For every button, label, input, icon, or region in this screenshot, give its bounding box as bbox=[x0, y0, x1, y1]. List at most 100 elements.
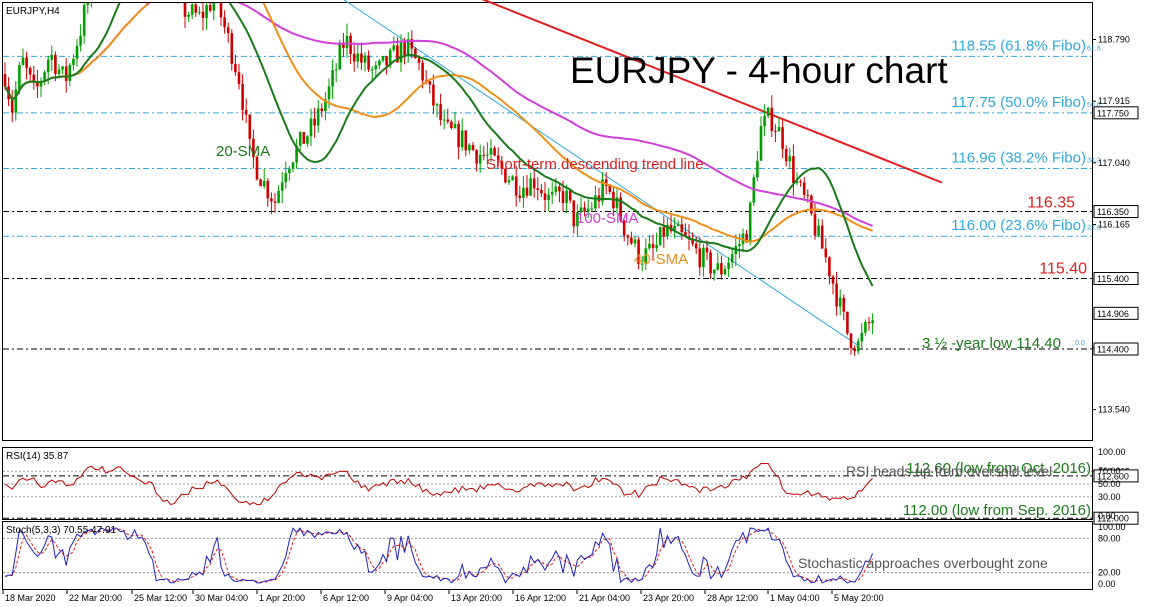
candle-body bbox=[237, 72, 241, 85]
descending-trend-line bbox=[481, 0, 943, 184]
candle-body bbox=[226, 27, 230, 34]
support-label: 112.60 (low from Oct. 2016) bbox=[906, 460, 1091, 477]
candle-body bbox=[763, 115, 766, 126]
candle-body bbox=[716, 263, 720, 270]
candle-body bbox=[324, 99, 327, 112]
candle-body bbox=[828, 257, 831, 277]
price-badge-label: 114.906 bbox=[1097, 309, 1129, 319]
candle-body bbox=[266, 180, 270, 199]
candle-body bbox=[381, 56, 385, 61]
candle-body bbox=[406, 39, 410, 56]
candle-body bbox=[788, 156, 792, 162]
candle-body bbox=[720, 263, 723, 275]
candle-body bbox=[849, 333, 853, 349]
candle-body bbox=[684, 232, 687, 237]
level-label-115-40: 115.40 bbox=[1039, 261, 1087, 278]
candle-body bbox=[313, 118, 316, 126]
candle-body bbox=[619, 197, 622, 221]
candle-body bbox=[511, 176, 514, 181]
candle-body bbox=[291, 162, 295, 169]
candle-body bbox=[723, 268, 727, 275]
candle-body bbox=[565, 190, 568, 204]
candle-body bbox=[50, 54, 54, 60]
candle-body bbox=[3, 74, 7, 87]
candle-body bbox=[576, 212, 579, 227]
candle-body bbox=[223, 17, 226, 28]
candle-body bbox=[640, 263, 644, 265]
candle-body bbox=[255, 157, 259, 180]
candle-body bbox=[201, 11, 205, 19]
candle-body bbox=[802, 182, 806, 195]
candle-body bbox=[648, 243, 651, 249]
candle-body bbox=[738, 244, 741, 246]
price-badge-label: 112.000 bbox=[1097, 514, 1129, 524]
candle-body bbox=[702, 247, 705, 268]
candle-body bbox=[230, 33, 234, 64]
candle-body bbox=[784, 148, 788, 162]
candle-body bbox=[82, 5, 86, 36]
stoch-panel bbox=[2, 521, 1093, 590]
rsi-label: RSI(14) 35.87 bbox=[6, 451, 69, 462]
low-label: 3 ½ -year low 114.40 bbox=[922, 335, 1061, 352]
fib-label: 117.75 (50.0% Fibo) bbox=[951, 94, 1086, 111]
candle-body bbox=[36, 81, 39, 87]
rsi-axis-label: 50.00 bbox=[1098, 479, 1121, 489]
candle-body bbox=[450, 121, 453, 129]
candle-body bbox=[730, 254, 734, 263]
candle-body bbox=[572, 200, 576, 227]
candle-body bbox=[806, 194, 810, 196]
candle-body bbox=[205, 5, 208, 19]
candle-body bbox=[601, 179, 604, 202]
candle-body bbox=[327, 86, 331, 100]
candle-body bbox=[644, 248, 648, 264]
price-badge bbox=[1093, 306, 1139, 320]
level-label-116-35: 116.35 bbox=[1027, 195, 1075, 212]
candle-body bbox=[486, 154, 489, 156]
candle-body bbox=[399, 41, 403, 63]
candle-body bbox=[435, 104, 439, 106]
candle-body bbox=[396, 45, 399, 63]
candle-body bbox=[561, 191, 565, 204]
candle-body bbox=[871, 320, 874, 324]
candle-body bbox=[320, 108, 324, 112]
candle-body bbox=[360, 53, 363, 63]
candle-body bbox=[388, 49, 392, 66]
candle-body bbox=[781, 127, 784, 149]
candle-body bbox=[378, 60, 381, 66]
fib-tag: 23.6 bbox=[1087, 225, 1101, 232]
candle-body bbox=[817, 225, 820, 236]
candle-body bbox=[554, 186, 558, 193]
candle-body bbox=[57, 69, 61, 74]
candle-body bbox=[727, 262, 730, 269]
candle-body bbox=[392, 45, 396, 50]
candle-body bbox=[604, 179, 608, 187]
fib-tag-0: 0.0 bbox=[1075, 340, 1085, 347]
fib-label: 116.96 (38.2% Fibo) bbox=[951, 150, 1086, 167]
candle-body bbox=[367, 55, 370, 70]
candle-body bbox=[532, 178, 536, 189]
candle-body bbox=[500, 160, 504, 169]
candle-body bbox=[867, 322, 871, 324]
price-badge-label: 112.600 bbox=[1097, 471, 1129, 481]
candle-body bbox=[662, 227, 666, 237]
candle-body bbox=[428, 81, 432, 85]
stoch-main-line bbox=[4, 527, 874, 584]
candle-body bbox=[280, 182, 284, 191]
candle-body bbox=[568, 190, 572, 201]
candle-body bbox=[234, 63, 237, 73]
stoch-axis-label: 100.00 bbox=[1098, 522, 1126, 532]
support-label: 112.00 (low from Sep. 2016) bbox=[903, 502, 1091, 519]
candle-body bbox=[579, 207, 583, 213]
sma100-annotation: 100-SMA bbox=[576, 210, 639, 227]
candle-body bbox=[507, 180, 511, 183]
fib-tag: 38.2 bbox=[1087, 158, 1101, 165]
candle-body bbox=[543, 193, 547, 200]
candle-body bbox=[244, 109, 248, 115]
time-tick-label: 1 Apr 20:00 bbox=[259, 593, 305, 603]
rsi-annotation: RSI heads up from oversold level bbox=[846, 463, 1052, 479]
price-badge-label: 115.400 bbox=[1097, 274, 1129, 284]
candle-body bbox=[691, 239, 694, 244]
candle-body bbox=[766, 107, 770, 116]
candle-body bbox=[18, 64, 21, 90]
candle-body bbox=[403, 41, 406, 56]
